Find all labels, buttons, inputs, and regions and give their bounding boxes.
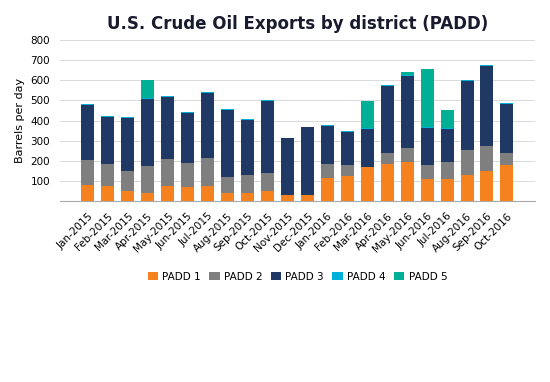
Bar [361,128,374,129]
Bar [421,127,433,128]
Bar [81,105,95,160]
Bar [441,179,454,201]
Bar [161,97,174,159]
Bar [201,158,214,186]
Bar [301,127,314,195]
Bar [321,125,334,126]
Bar [441,128,454,129]
Bar [182,187,194,201]
Bar [161,159,174,186]
Bar [500,104,513,153]
Bar [201,92,214,94]
Bar [241,118,254,120]
Bar [361,167,374,201]
Bar [81,104,95,105]
Bar [261,102,274,173]
Bar [421,128,433,165]
Bar [122,171,134,191]
Bar [341,131,354,132]
Bar [221,108,234,110]
Bar [460,81,474,150]
Bar [201,94,214,158]
Bar [221,110,234,177]
Bar [341,165,354,176]
Bar [421,179,433,201]
Bar [281,195,294,201]
Bar [81,185,95,201]
Bar [481,171,493,201]
Bar [341,132,354,165]
Bar [481,65,493,66]
Bar [481,146,493,171]
Bar [460,175,474,201]
Bar [460,80,474,81]
Bar [421,69,433,127]
Bar [261,191,274,201]
Bar [381,86,394,153]
Bar [182,163,194,187]
Bar [481,66,493,146]
Bar [421,165,433,179]
Bar [182,113,194,163]
Bar [261,173,274,191]
Bar [460,150,474,175]
Bar [122,191,134,201]
Bar [500,102,513,104]
Bar [182,112,194,113]
Bar [221,177,234,193]
Bar [441,110,454,128]
Bar [101,186,114,201]
Bar [101,164,114,186]
Bar [381,153,394,164]
Legend: PADD 1, PADD 2, PADD 3, PADD 4, PADD 5: PADD 1, PADD 2, PADD 3, PADD 4, PADD 5 [144,267,452,286]
Bar [401,72,414,75]
Bar [301,195,314,201]
Bar [201,186,214,201]
Bar [500,165,513,201]
Bar [241,175,254,193]
Bar [381,164,394,201]
Bar [141,193,155,201]
Bar [141,99,155,166]
Title: U.S. Crude Oil Exports by district (PADD): U.S. Crude Oil Exports by district (PADD… [107,15,488,33]
Bar [261,100,274,102]
Bar [281,138,294,195]
Bar [401,148,414,162]
Bar [221,193,234,201]
Bar [161,186,174,201]
Bar [401,162,414,201]
Bar [401,76,414,148]
Bar [341,176,354,201]
Bar [321,178,334,201]
Bar [321,126,334,164]
Bar [122,117,134,118]
Bar [500,153,513,165]
Bar [321,164,334,178]
Bar [401,75,414,76]
Bar [241,193,254,201]
Bar [441,129,454,162]
Bar [141,80,155,99]
Bar [441,162,454,179]
Bar [141,166,155,193]
Bar [361,129,374,167]
Y-axis label: Barrels per day: Barrels per day [15,78,25,163]
Bar [101,116,114,117]
Bar [122,118,134,171]
Bar [241,120,254,175]
Bar [81,160,95,185]
Bar [361,102,374,128]
Bar [101,117,114,164]
